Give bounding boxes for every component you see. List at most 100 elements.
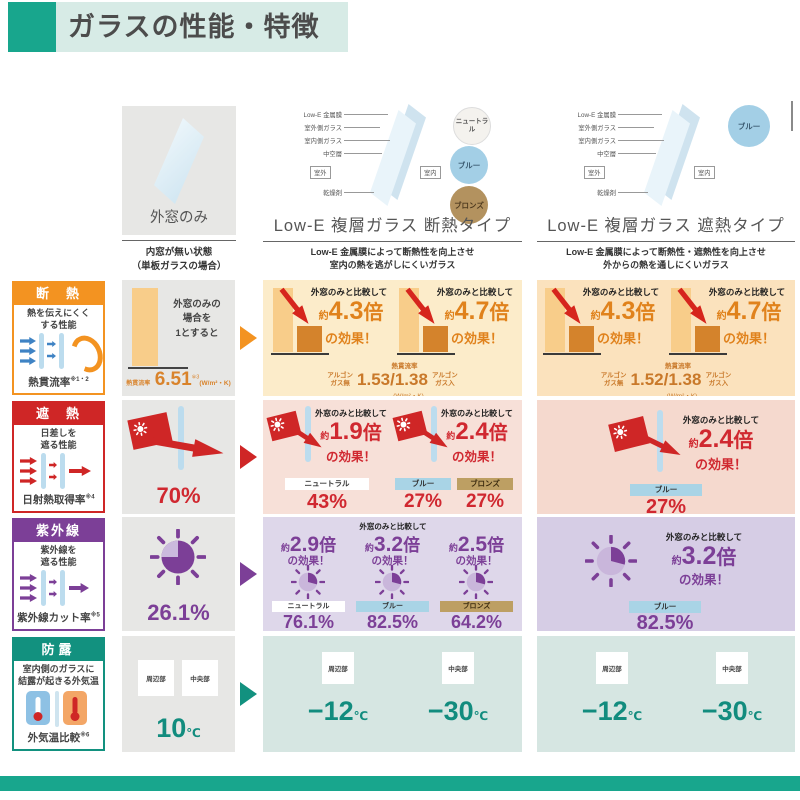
- chip-blue: ブルー: [395, 478, 451, 490]
- diagram-label-outside: 室外: [584, 166, 605, 179]
- value: 3.2: [681, 542, 717, 570]
- uv-pie-icon: [291, 565, 325, 599]
- compare-label: 外窓のみと比較して: [708, 287, 786, 297]
- arrow-icon: [20, 594, 37, 602]
- page-title: ガラスの性能・特徴: [68, 12, 320, 42]
- diagram-line: [344, 140, 390, 141]
- sun-icon: [133, 421, 148, 437]
- temp-value: −12: [581, 696, 628, 726]
- arrow-icon: [20, 357, 36, 365]
- arrow-icon: [49, 462, 57, 468]
- bar-dark: [423, 326, 448, 352]
- temp-unit: ℃: [473, 709, 489, 723]
- diagram-line: [618, 140, 664, 141]
- argon-no-label: アルゴン ガス無: [600, 372, 627, 387]
- compare-label: 外窓のみと比較して: [310, 287, 388, 297]
- temp-value: −30: [701, 696, 748, 726]
- compare-label: 外窓のみと比較して: [436, 287, 514, 297]
- thermometer-tube: [35, 697, 41, 714]
- value: 2.9: [289, 533, 320, 556]
- metric-note: ※6: [80, 732, 90, 739]
- metric-value: 1.52/1.38: [630, 370, 702, 389]
- value: 2.4: [455, 418, 489, 445]
- uv-unit-1: 約2.9倍 の効果！ ニュートラル 76.1%: [268, 521, 349, 631]
- uv-pie-icon: [150, 529, 206, 585]
- metric-value: 6.51: [154, 369, 192, 390]
- cell-condensation-base: 周辺部 中央部 10℃: [122, 636, 235, 752]
- sun-icon: [396, 417, 411, 432]
- cell-insulation-dannetsu: 外窓のみと比較して 約4.3倍 の効果！ 外窓のみと比較して 約4.7倍 の効果…: [263, 280, 522, 396]
- value: 2.5: [457, 533, 488, 556]
- approx: 約: [320, 431, 330, 441]
- dannetsu-glass-diagram: Low-E 金属膜 室外側ガラス 室内側ガラス 中空層 室外 室内 乾燥剤: [280, 104, 450, 206]
- page-edge-line: [791, 101, 793, 131]
- compare-label: 外窓のみと比較して: [582, 287, 660, 297]
- sidebar-shading: 遮 熱 日差しを 遮る性能 日射熱取得率※4: [12, 401, 105, 513]
- arrow-icon: [20, 584, 37, 592]
- times-value: 約3.2倍: [649, 541, 759, 571]
- chip-center: 中央部: [716, 652, 748, 684]
- bar-dark: [297, 326, 322, 352]
- glass-bar-icon: [178, 406, 184, 470]
- chip-bronze: ブロンズ: [457, 478, 513, 490]
- diagram-label-outer-glass: 室外側ガラス: [304, 125, 342, 132]
- chip-blue: ブルー: [629, 601, 701, 613]
- metric-label: 紫外線カット率: [17, 612, 91, 624]
- diagram-line: [618, 114, 662, 115]
- glass-bar-icon: [39, 333, 44, 369]
- insulation-unit-1: 外窓のみと比較して 約4.3倍 の効果！: [543, 284, 663, 360]
- chip-blue: ブルー: [356, 601, 429, 612]
- cell-uv-base: 26.1%: [122, 517, 235, 631]
- uv-pie-icon: [585, 535, 637, 587]
- bar-light: [671, 288, 691, 352]
- column3-separator: [537, 241, 795, 242]
- flow-arrow-shading-icon: [240, 445, 257, 469]
- cell-condensation-shanetsu: 周辺部 −12℃ 中央部 −30℃: [537, 636, 795, 752]
- sun-flag-icon: [392, 410, 428, 442]
- value: 4.7: [454, 297, 490, 325]
- temp: −30℃: [689, 696, 775, 727]
- glass-bar-icon: [59, 333, 64, 369]
- arrow-icon: [20, 337, 36, 345]
- diagram-line: [618, 127, 654, 128]
- base-value: 26.1%: [147, 600, 210, 625]
- sidebar-uv-metric: 紫外線カット率※5: [14, 610, 103, 625]
- effect-label: の効果！: [596, 331, 649, 346]
- arrow-icon: [49, 579, 57, 585]
- value: 4.7: [726, 297, 762, 325]
- times-value: 約4.7倍: [437, 296, 517, 326]
- base-metric: 熱貫流率 6.51※3(W/m²・K): [122, 369, 235, 391]
- glass-bar-icon: [60, 453, 65, 489]
- times-value: 約2.9倍: [268, 531, 349, 557]
- insulation-unit-2: 外窓のみと比較して 約4.7倍 の効果！: [669, 284, 789, 360]
- chip-center: 中央部: [442, 652, 474, 684]
- value: 4.3: [600, 297, 636, 325]
- arrow-icon: [20, 457, 37, 465]
- temp: −12℃: [569, 696, 655, 727]
- sidebar-condensation-metric: 外気温比較※6: [14, 730, 103, 745]
- metric-label: 熱貫流率: [391, 363, 418, 370]
- dannetsu-column-title: Low-E 複層ガラス 断熱タイプ: [273, 217, 512, 235]
- uv-arrows-icon: [20, 570, 98, 606]
- bar-dark: [695, 326, 720, 352]
- cell-shading-shanetsu: 外窓のみと比較して 約2.4倍 の効果！ ブルー 27%: [537, 400, 795, 514]
- approx: 約: [318, 311, 329, 322]
- compare-label: 外窓のみと比較して: [359, 522, 427, 531]
- suffix: 倍: [489, 302, 510, 324]
- legend-neutral-circle: ニュートラル: [453, 107, 491, 145]
- flow-arrow-uv-icon: [240, 562, 257, 586]
- effect-label: の効果！: [287, 555, 330, 567]
- bar-dark: [569, 326, 594, 352]
- temp-value: −30: [427, 696, 474, 726]
- outer-window-title: 外窓のみ: [150, 210, 208, 226]
- base-bar: [132, 288, 158, 366]
- insulation-unit-1: 外窓のみと比較して 約4.3倍 の効果！: [271, 284, 391, 360]
- metric-label: 熱貫流率: [665, 363, 691, 370]
- diagram-line: [618, 192, 648, 193]
- legend-blue-circle: ブルー: [728, 105, 770, 147]
- dannetsu-column-subtitle: Low-E 金属膜によって断熱性を向上させ 室内の熱を逃がしにくいガラス: [310, 247, 475, 271]
- thermometer-bulb: [70, 712, 80, 721]
- bar-light: [545, 288, 565, 352]
- sidebar-shading-desc: 日差しを 遮る性能: [40, 428, 77, 450]
- chip-blue: ブルー: [630, 484, 702, 496]
